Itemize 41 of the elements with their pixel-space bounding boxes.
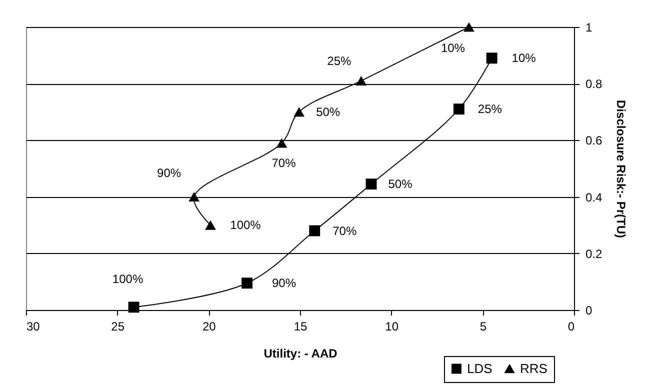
annotation: 100% [112, 272, 144, 286]
annotation: 90% [272, 276, 296, 290]
legend-label: RRS [520, 360, 548, 376]
y-tick-label: 1 [586, 20, 592, 34]
x-tick-label: 5 [480, 320, 487, 334]
x-tick-label: 25 [111, 320, 125, 334]
annotation: 25% [478, 102, 502, 116]
annotation: 100% [230, 218, 262, 232]
annotation: 70% [332, 224, 357, 238]
point [366, 178, 377, 190]
annotation: 50% [388, 177, 413, 192]
point [486, 52, 498, 64]
point [294, 107, 305, 117]
x-tick-label: 20 [202, 320, 216, 334]
y-tick-label: 0.8 [586, 77, 603, 92]
y-tick-label: 0 [586, 304, 592, 318]
point [128, 302, 140, 313]
x-tick-label: 10 [385, 320, 399, 334]
point [242, 278, 253, 289]
annotation: 70% [272, 156, 296, 170]
annotation: 10% [512, 51, 536, 66]
x-axis-title: Utility: - AAD [264, 346, 338, 360]
annotation: 50% [316, 104, 340, 119]
point [463, 22, 474, 32]
annotation: 90% [157, 166, 182, 180]
x-tick-label: 15 [294, 320, 308, 334]
legend-label: LDS [467, 360, 493, 376]
point [205, 220, 216, 230]
annotation: 10% [440, 41, 466, 55]
point [356, 76, 367, 86]
y-tick-label: 0.4 [586, 190, 603, 204]
x-tick-label: 30 [26, 320, 40, 334]
y-tick-label: 0.2 [586, 246, 603, 261]
x-tick-label: 0 [568, 320, 575, 334]
y-axis-title: Disclosure Risk:- Pr(TU) [614, 100, 628, 238]
point [453, 104, 464, 115]
point [188, 192, 200, 202]
annotation: 25% [327, 54, 352, 68]
point [276, 138, 288, 148]
point [309, 225, 320, 236]
y-tick-label: 0.6 [586, 134, 603, 148]
